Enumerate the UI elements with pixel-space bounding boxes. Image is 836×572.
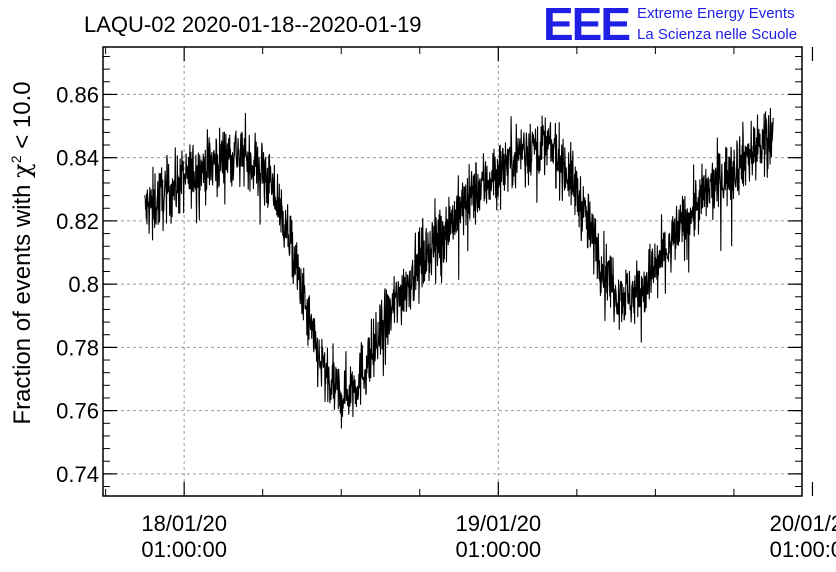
x-tick-label-date: 18/01/20 — [141, 511, 227, 536]
logo-line-2: La Scienza nelle Scuole — [637, 26, 797, 43]
eee-logo-mark: EEE — [543, 0, 629, 50]
grid-lines — [103, 47, 802, 496]
plot-frame — [102, 46, 803, 497]
chart-title: LAQU-02 2020-01-18--2020-01-19 — [84, 12, 422, 37]
eee-logo: EEE Extreme Energy Events La Scienza nel… — [543, 0, 797, 50]
y-tick-label: 0.76 — [56, 399, 99, 424]
y-tick-label: 0.78 — [56, 335, 99, 360]
y-tick-label: 0.74 — [56, 462, 99, 487]
x-tick-label-date: 19/01/20 — [455, 511, 541, 536]
y-tick-label: 0.84 — [56, 146, 99, 171]
axes — [102, 46, 814, 497]
logo-line-1: Extreme Energy Events — [637, 5, 795, 22]
y-tick-label: 0.82 — [56, 209, 99, 234]
y-axis-label: Fraction of events with χ2 < 10.0 — [8, 81, 36, 424]
series-layer — [144, 107, 774, 429]
tick-labels: 0.740.760.780.80.820.840.8618/01/2001:00… — [56, 82, 836, 562]
series-line — [144, 107, 774, 429]
x-tick-label-time: 01:00:00 — [455, 537, 541, 562]
y-tick-label: 0.8 — [68, 272, 99, 297]
y-tick-label: 0.86 — [56, 82, 99, 107]
x-tick-label-date: 20/01/20 — [770, 511, 836, 536]
x-tick-label-time: 01:00:00 — [141, 537, 227, 562]
x-tick-label-time: 01:00:00 — [770, 537, 836, 562]
